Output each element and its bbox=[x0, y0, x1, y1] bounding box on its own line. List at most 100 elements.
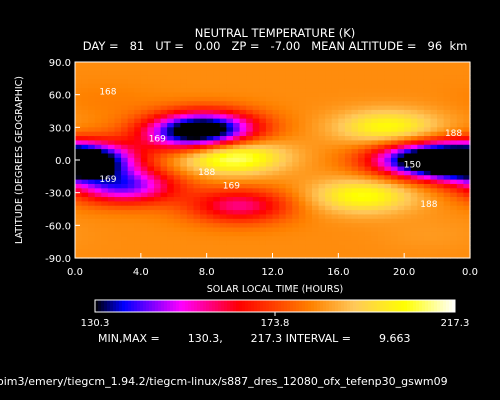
heatmap-cell bbox=[397, 201, 405, 207]
heatmap-cell bbox=[371, 249, 379, 255]
heatmap-cell bbox=[463, 249, 471, 255]
heatmap-cell bbox=[88, 170, 96, 176]
heatmap-cell bbox=[443, 223, 451, 229]
heatmap-cell bbox=[101, 253, 109, 259]
heatmap-cell bbox=[344, 223, 353, 229]
chart-title: NEUTRAL TEMPERATURE (K) bbox=[195, 26, 356, 40]
heatmap-cell bbox=[298, 149, 307, 155]
heatmap-cell bbox=[101, 114, 109, 120]
colorbar-cell bbox=[383, 300, 387, 312]
heatmap-cell bbox=[325, 218, 333, 224]
heatmap-cell bbox=[88, 210, 96, 216]
heatmap-cell bbox=[246, 118, 254, 124]
heatmap-cell bbox=[265, 227, 274, 233]
heatmap-cell bbox=[391, 70, 399, 76]
heatmap-cell bbox=[351, 153, 359, 159]
heatmap-cell bbox=[344, 183, 353, 189]
heatmap-cell bbox=[186, 149, 195, 155]
heatmap-cell bbox=[167, 236, 175, 242]
heatmap-cell bbox=[94, 253, 102, 259]
heatmap-cell bbox=[391, 153, 399, 159]
heatmap-cell bbox=[160, 162, 168, 168]
heatmap-cell bbox=[265, 214, 274, 220]
heatmap-cell bbox=[160, 92, 168, 98]
heatmap-cell bbox=[371, 88, 379, 94]
heatmap-cell bbox=[338, 231, 346, 237]
heatmap-cell bbox=[423, 231, 432, 237]
heatmap-cell bbox=[404, 131, 412, 137]
heatmap-cell bbox=[423, 66, 432, 72]
heatmap-cell bbox=[463, 131, 471, 137]
heatmap-cell bbox=[450, 227, 458, 233]
colorbar-cell bbox=[293, 300, 297, 312]
heatmap-cell bbox=[193, 122, 201, 128]
heatmap-cell bbox=[410, 192, 418, 198]
heatmap-cell bbox=[358, 105, 366, 111]
heatmap-cell bbox=[246, 144, 254, 150]
heatmap-cell bbox=[456, 157, 465, 163]
heatmap-cell bbox=[233, 105, 241, 111]
heatmap-cell bbox=[213, 183, 221, 189]
heatmap-cell bbox=[397, 223, 405, 229]
heatmap-cell bbox=[173, 166, 181, 172]
heatmap-cell bbox=[417, 127, 425, 133]
heatmap-cell bbox=[140, 244, 149, 250]
heatmap-cell bbox=[397, 70, 405, 76]
heatmap-cell bbox=[114, 201, 122, 207]
heatmap-cell bbox=[377, 223, 386, 229]
heatmap-cell bbox=[417, 118, 425, 124]
heatmap-cell bbox=[351, 70, 359, 76]
heatmap-cell bbox=[265, 131, 274, 137]
heatmap-cell bbox=[410, 249, 418, 255]
heatmap-cell bbox=[292, 101, 300, 107]
heatmap-cell bbox=[75, 75, 83, 81]
heatmap-cell bbox=[167, 62, 175, 67]
heatmap-cell bbox=[318, 210, 326, 216]
heatmap-cell bbox=[463, 136, 471, 141]
heatmap-cell bbox=[351, 162, 359, 168]
colorbar-cell bbox=[275, 300, 279, 312]
heatmap-cell bbox=[384, 188, 392, 194]
heatmap-cell bbox=[81, 210, 89, 216]
heatmap-cell bbox=[94, 131, 102, 137]
heatmap-cell bbox=[312, 162, 320, 168]
heatmap-cell bbox=[81, 188, 89, 194]
x-axis: 0.0 4.0 8.0 12.0 16.0 20.0 0.0 bbox=[67, 253, 478, 278]
heatmap-cell bbox=[430, 114, 438, 120]
heatmap-cell bbox=[371, 157, 379, 163]
heatmap-cell bbox=[134, 201, 142, 207]
heatmap-cell bbox=[305, 105, 313, 111]
heatmap-cell bbox=[443, 183, 451, 189]
heatmap-cell bbox=[344, 197, 353, 202]
heatmap-cell bbox=[430, 253, 438, 259]
contour-label: 150 bbox=[404, 161, 421, 171]
heatmap-cell bbox=[75, 218, 83, 224]
heatmap-cell bbox=[305, 231, 313, 237]
heatmap-cell bbox=[279, 236, 287, 242]
heatmap-cell bbox=[134, 122, 142, 128]
heatmap-cell bbox=[384, 162, 392, 168]
heatmap-cell bbox=[252, 118, 260, 124]
heatmap-cell bbox=[397, 114, 405, 120]
heatmap-cell bbox=[358, 201, 366, 207]
heatmap-cell bbox=[325, 114, 333, 120]
heatmap-cell bbox=[298, 83, 307, 89]
heatmap-cell bbox=[285, 170, 293, 176]
heatmap-cell bbox=[81, 144, 89, 150]
heatmap-cell bbox=[213, 153, 221, 159]
heatmap-cell bbox=[404, 157, 412, 163]
heatmap-cell bbox=[107, 79, 116, 85]
heatmap-cell bbox=[456, 136, 465, 141]
heatmap-cell bbox=[160, 188, 168, 194]
heatmap-cell bbox=[233, 114, 241, 120]
heatmap-cell bbox=[252, 240, 260, 246]
heatmap-cell bbox=[193, 179, 201, 185]
heatmap-cell bbox=[397, 240, 405, 246]
heatmap-cell bbox=[305, 192, 313, 198]
x-tick-label: 16.0 bbox=[327, 267, 349, 278]
heatmap-cell bbox=[285, 149, 293, 155]
heatmap-cell bbox=[279, 192, 287, 198]
heatmap-cell bbox=[344, 166, 353, 172]
heatmap-cell bbox=[344, 188, 353, 194]
heatmap-cell bbox=[318, 136, 326, 141]
